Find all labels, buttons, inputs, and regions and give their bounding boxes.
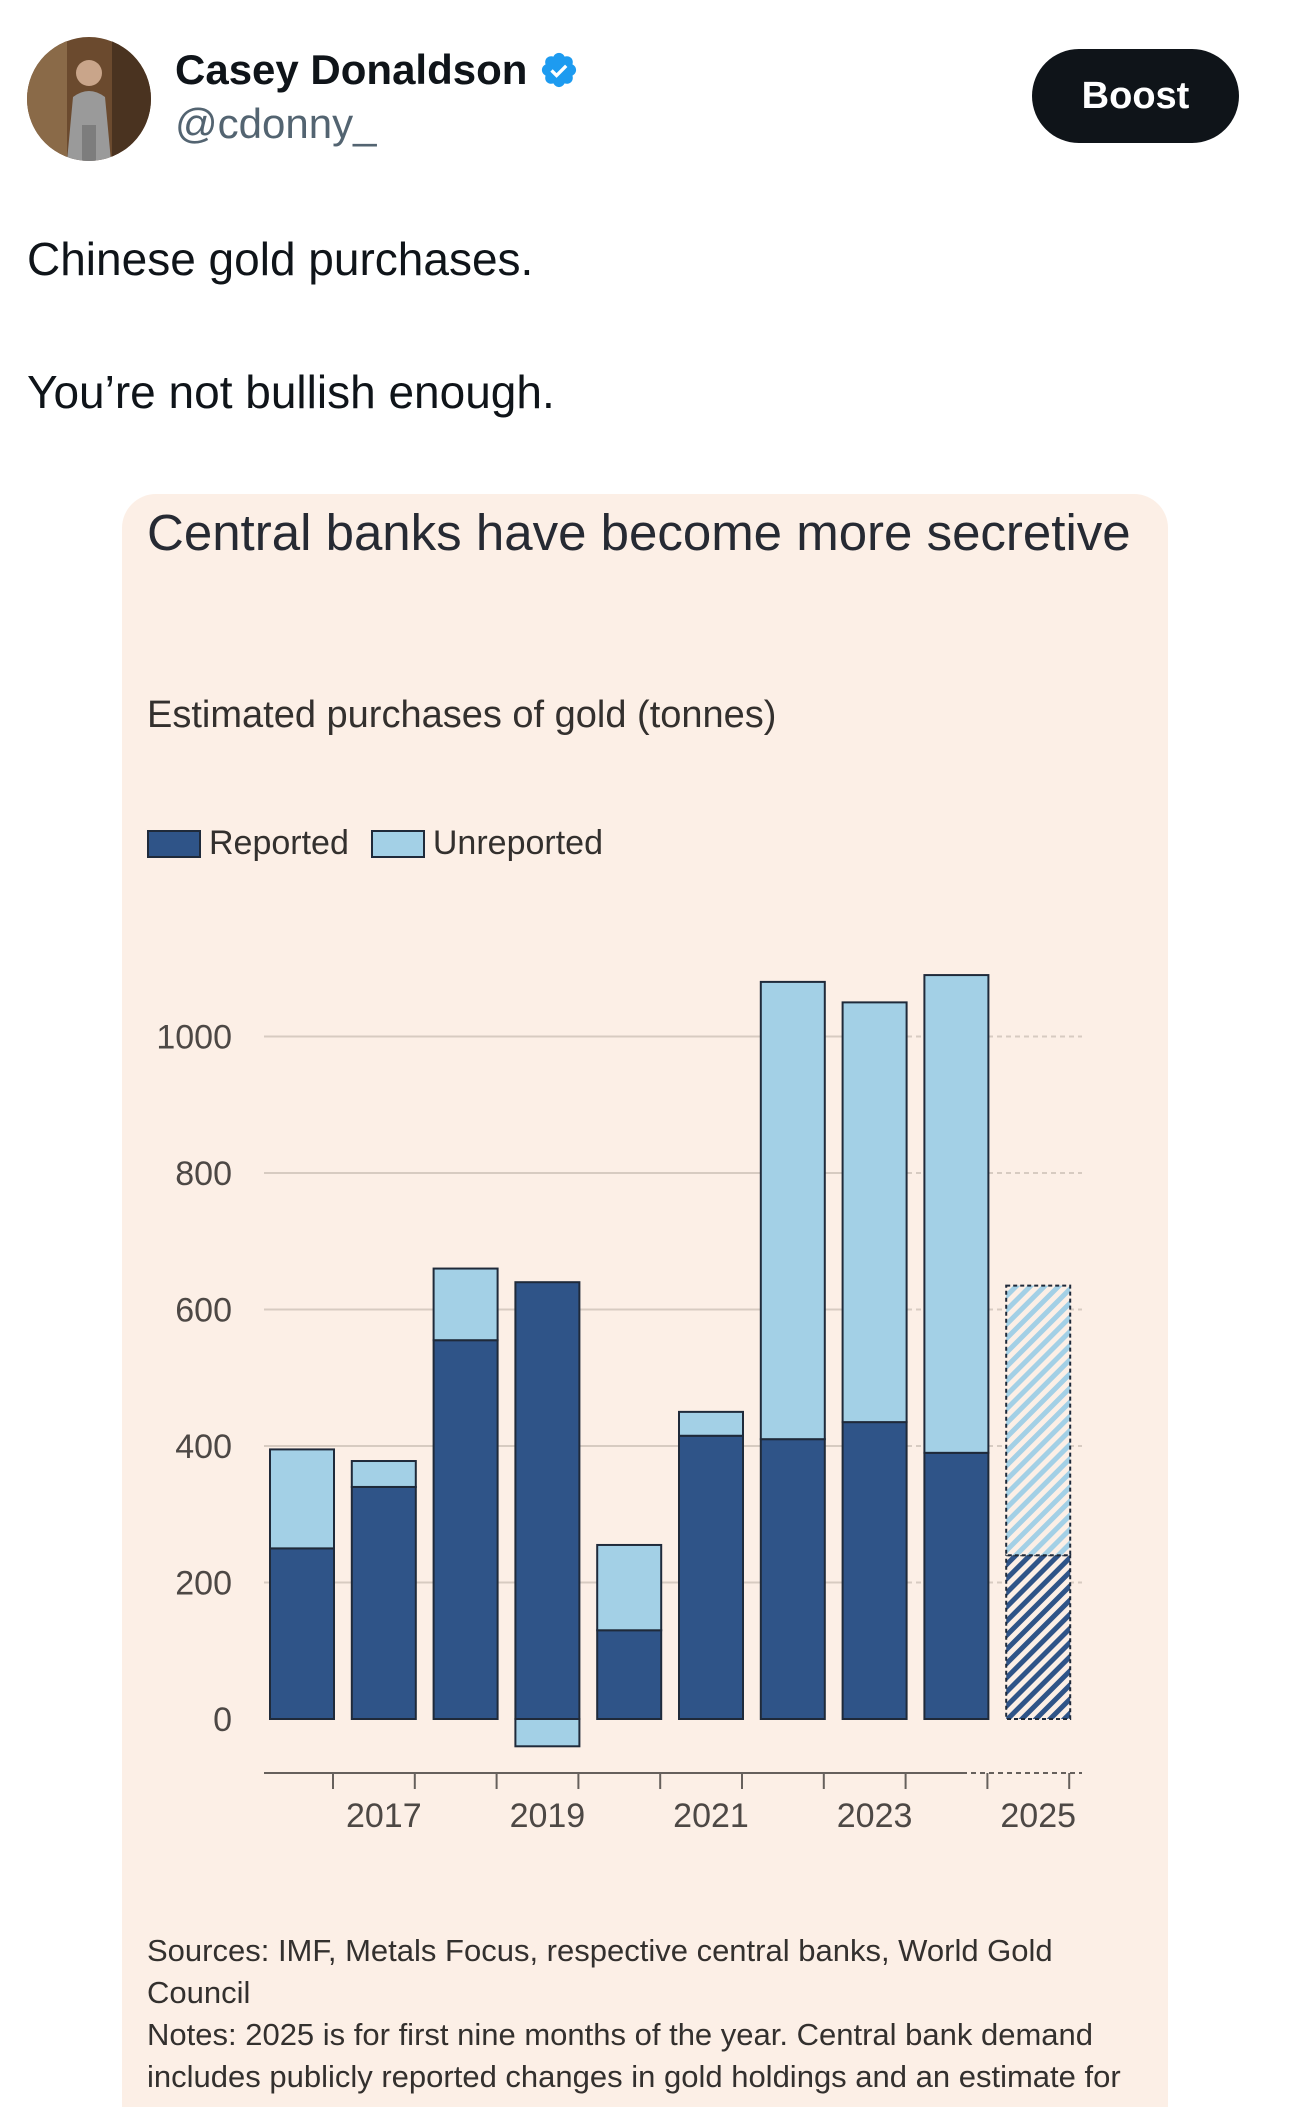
chart-footnotes: Sources: IMF, Metals Focus, respective c…	[147, 1930, 1147, 2098]
bar-chart: 0 200 400 600 800 1000 2017 2019 2021 2023 2025	[156, 974, 1082, 1835]
chart-title: Central banks have become more secretive	[147, 504, 1131, 561]
avatar-image	[27, 37, 151, 161]
x-tick-label-2017: 2017	[346, 1797, 422, 1835]
avatar[interactable]	[27, 37, 151, 161]
chart-image-card[interactable]: Central banks have become more secretive…	[122, 494, 1168, 2107]
bar-unreported-2022	[759, 980, 826, 1441]
bar-unreported-2025	[1005, 1284, 1072, 1557]
bar-reported-2025	[1005, 1554, 1072, 1720]
chart-sources: Sources: IMF, Metals Focus, respective c…	[147, 1933, 1053, 2010]
x-tick-label-2025: 2025	[1000, 1797, 1076, 1835]
legend-label-reported: Reported	[209, 824, 349, 862]
legend-label-unreported: Unreported	[432, 824, 603, 862]
bar-reported-2024	[923, 1451, 990, 1720]
x-tick-label-2021: 2021	[673, 1797, 749, 1835]
chart-subtitle: Estimated purchases of gold (tonnes)	[147, 694, 777, 736]
y-tick-label-1000: 1000	[156, 1019, 232, 1057]
tweet-text-line-2: You’re not bullish enough.	[27, 366, 555, 418]
author-handle[interactable]: @cdonny_	[175, 100, 377, 147]
bar-unreported-2020	[596, 1543, 663, 1632]
chart-notes: Notes: 2025 is for first nine months of …	[147, 2017, 1121, 2094]
y-tick-label-200: 200	[175, 1565, 232, 1603]
y-tick-label-800: 800	[175, 1155, 232, 1193]
y-tick-label-600: 600	[175, 1292, 232, 1330]
y-tick-label-0: 0	[213, 1701, 232, 1739]
legend-swatch-reported	[147, 829, 201, 858]
bar-unreported-2018	[432, 1267, 499, 1342]
legend-swatch-unreported	[370, 829, 425, 858]
author-name[interactable]: Casey Donaldson	[175, 46, 528, 93]
bar-reported-2020	[596, 1629, 663, 1721]
bar-unreported-2016	[269, 1448, 335, 1550]
bar-unreported-2019	[514, 1718, 581, 1748]
bar-reported-2016	[269, 1547, 335, 1720]
author-name-row[interactable]: Casey Donaldson	[175, 46, 579, 94]
bar-unreported-2021	[678, 1410, 744, 1437]
bar-unreported-2024	[923, 974, 990, 1454]
chart-legend: Reported Unreported	[147, 824, 603, 863]
boost-button[interactable]: Boost	[1032, 49, 1239, 143]
bar-reported-2023	[841, 1421, 908, 1720]
bar-reported-2017	[350, 1485, 417, 1721]
x-tick-label-2019: 2019	[510, 1797, 586, 1835]
bar-unreported-2017	[350, 1460, 417, 1488]
bar-reported-2021	[678, 1434, 744, 1720]
bar-reported-2019	[514, 1281, 581, 1720]
y-tick-label-400: 400	[175, 1428, 232, 1466]
tweet-text-line-1: Chinese gold purchases.	[27, 233, 534, 285]
bar-reported-2022	[759, 1438, 826, 1720]
bar-reported-2018	[432, 1339, 499, 1721]
verified-badge-icon	[542, 52, 577, 88]
x-tick-label-2023: 2023	[837, 1797, 913, 1835]
bar-unreported-2023	[841, 1001, 908, 1424]
